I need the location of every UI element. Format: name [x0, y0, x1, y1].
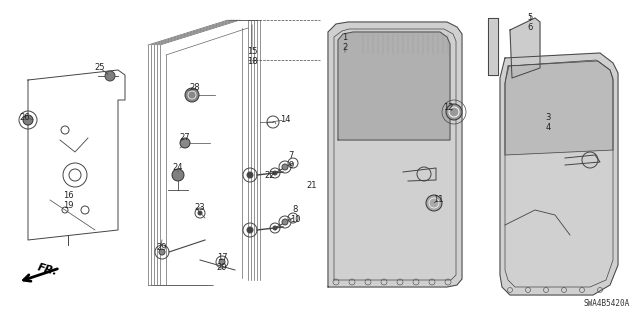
Text: 25: 25: [95, 63, 105, 72]
Polygon shape: [328, 22, 462, 287]
Text: 9: 9: [289, 160, 294, 169]
Polygon shape: [500, 53, 618, 295]
Circle shape: [273, 226, 277, 230]
Text: 10: 10: [290, 216, 300, 225]
Text: 27: 27: [180, 133, 190, 143]
Polygon shape: [488, 18, 498, 75]
Text: 15: 15: [247, 48, 257, 56]
Text: 21: 21: [307, 181, 317, 189]
Text: 8: 8: [292, 205, 298, 214]
Text: 3: 3: [545, 114, 550, 122]
Text: 26: 26: [20, 114, 30, 122]
Circle shape: [282, 164, 288, 170]
Polygon shape: [510, 18, 540, 78]
Text: SWA4B5420A: SWA4B5420A: [584, 299, 630, 308]
Circle shape: [105, 71, 115, 81]
Circle shape: [247, 172, 253, 178]
Circle shape: [446, 104, 462, 120]
Circle shape: [426, 195, 442, 211]
Text: 28: 28: [189, 84, 200, 93]
Circle shape: [185, 88, 199, 102]
Circle shape: [172, 169, 184, 181]
Text: 23: 23: [195, 204, 205, 212]
Text: 6: 6: [527, 24, 532, 33]
Text: 2: 2: [342, 43, 348, 53]
Circle shape: [159, 249, 165, 255]
Text: 14: 14: [280, 115, 291, 124]
Text: 16: 16: [63, 190, 74, 199]
Text: 7: 7: [288, 151, 294, 160]
Text: 19: 19: [63, 201, 73, 210]
Text: 22: 22: [265, 170, 275, 180]
Circle shape: [282, 219, 288, 225]
Polygon shape: [338, 32, 450, 140]
Text: 24: 24: [173, 164, 183, 173]
Text: 12: 12: [443, 103, 453, 113]
Text: 1: 1: [342, 33, 348, 42]
Text: 29: 29: [157, 243, 167, 253]
Text: 4: 4: [545, 123, 550, 132]
Circle shape: [273, 171, 277, 175]
Circle shape: [247, 227, 253, 233]
Circle shape: [198, 211, 202, 215]
Circle shape: [23, 115, 33, 125]
Text: 17: 17: [217, 254, 227, 263]
Text: FR.: FR.: [36, 263, 60, 278]
Circle shape: [180, 138, 190, 148]
Text: 11: 11: [433, 196, 444, 204]
Text: 5: 5: [527, 13, 532, 23]
Text: 18: 18: [246, 57, 257, 66]
Polygon shape: [505, 61, 613, 155]
Circle shape: [219, 259, 225, 265]
Text: 20: 20: [217, 263, 227, 272]
